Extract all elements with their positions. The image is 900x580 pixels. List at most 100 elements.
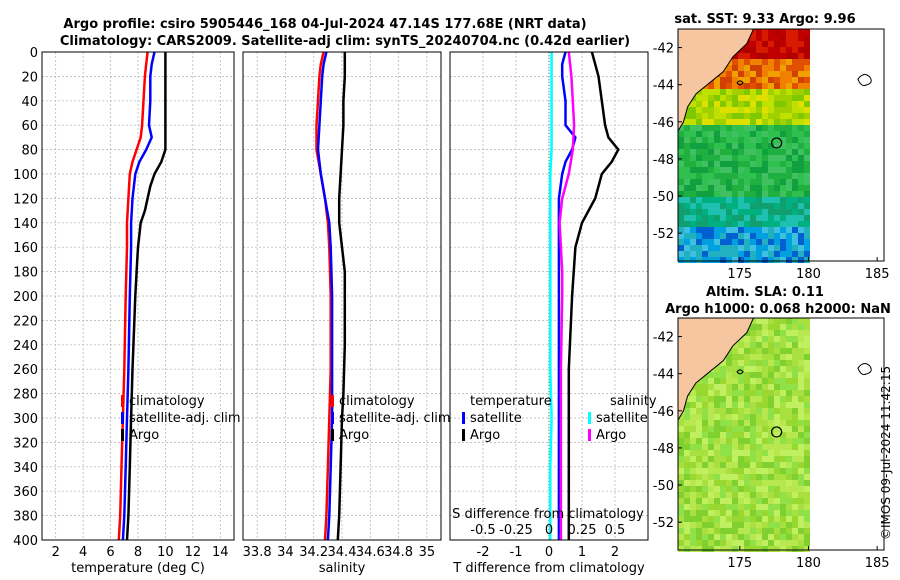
map-cell [792, 372, 798, 378]
map-cell [804, 438, 810, 444]
map-cell [708, 528, 714, 534]
map-cell [786, 257, 792, 263]
x-tick-label: 6 [106, 545, 114, 560]
map-cell [786, 155, 792, 161]
map-cell [696, 504, 702, 510]
map-cell [732, 245, 738, 251]
map-cell [726, 203, 732, 209]
map-cell [744, 197, 750, 203]
map-cell [780, 209, 786, 215]
map-cell [750, 486, 756, 492]
map-cell [696, 113, 702, 119]
map-cell [768, 203, 774, 209]
map-cell [768, 35, 774, 41]
map-cell [690, 498, 696, 504]
map-cell [804, 462, 810, 468]
map-cell [774, 101, 780, 107]
map-cell [792, 534, 798, 540]
map-cell [780, 245, 786, 251]
map-cell [762, 336, 768, 342]
lat-tick-label: -52 [653, 227, 674, 242]
map-cell [720, 390, 726, 396]
map-cell [792, 53, 798, 59]
map-cell [780, 504, 786, 510]
map-cell [804, 528, 810, 534]
map-cell [750, 318, 756, 324]
map-cell [780, 408, 786, 414]
map-cell [774, 119, 780, 125]
map-cell [768, 83, 774, 89]
map-cell [762, 251, 768, 257]
map-cell [804, 336, 810, 342]
map-cell [762, 546, 768, 552]
map-cell [804, 402, 810, 408]
map-cell [684, 173, 690, 179]
map-cell [678, 456, 684, 462]
map-cell [768, 354, 774, 360]
map-cell [780, 137, 786, 143]
map-cell [768, 372, 774, 378]
map-cell [750, 197, 756, 203]
legend-temperature-heading: temperature [470, 394, 552, 409]
map-cell [708, 227, 714, 233]
map-cell [714, 101, 720, 107]
lon-tick-label: 180 [796, 267, 821, 282]
map-cell [720, 420, 726, 426]
map-cell [690, 233, 696, 239]
map-cell [678, 161, 684, 167]
map-cell [678, 492, 684, 498]
map-cell [678, 480, 684, 486]
map-cell [804, 65, 810, 71]
difference-legend: temperature salinity satelliteArgosatell… [462, 394, 657, 443]
map-cell [696, 95, 702, 101]
map-cell [678, 125, 684, 131]
legend-swatch [121, 395, 124, 407]
map-cell [690, 107, 696, 113]
map-cell [732, 468, 738, 474]
map-cell [702, 414, 708, 420]
islet-outline [736, 80, 744, 86]
map-cell [690, 492, 696, 498]
map-cell [690, 245, 696, 251]
map-cell [786, 342, 792, 348]
map-cell [690, 143, 696, 149]
map-cell [768, 468, 774, 474]
map-cell [714, 450, 720, 456]
map-cell [684, 486, 690, 492]
map-cell [678, 438, 684, 444]
map-cell [750, 510, 756, 516]
map-cell [792, 414, 798, 420]
map-cell [762, 221, 768, 227]
map-cell [762, 89, 768, 95]
map-cell [786, 420, 792, 426]
map-cell [798, 432, 804, 438]
map-cell [780, 41, 786, 47]
map-cell [804, 155, 810, 161]
map-cell [738, 215, 744, 221]
map-cell [762, 29, 768, 35]
map-cell [720, 438, 726, 444]
map-cell [738, 438, 744, 444]
map-cell [720, 480, 726, 486]
map-cell [750, 426, 756, 432]
map-cell [738, 89, 744, 95]
map-cell [804, 185, 810, 191]
map-cell [696, 239, 702, 245]
map-cell [750, 215, 756, 221]
map-cell [726, 450, 732, 456]
map-cell [702, 486, 708, 492]
legend-label: Argo [129, 428, 159, 443]
map-cell [750, 131, 756, 137]
map-cell [792, 41, 798, 47]
land-polygon [677, 317, 755, 422]
map-cell [720, 516, 726, 522]
map-cell [762, 155, 768, 161]
map-cell [774, 95, 780, 101]
map-cell [762, 444, 768, 450]
map-cell [774, 540, 780, 546]
map-cell [744, 426, 750, 432]
map-cell [738, 131, 744, 137]
map-cell [768, 534, 774, 540]
x-tick-label: -2 [477, 545, 490, 560]
map-cell [804, 191, 810, 197]
